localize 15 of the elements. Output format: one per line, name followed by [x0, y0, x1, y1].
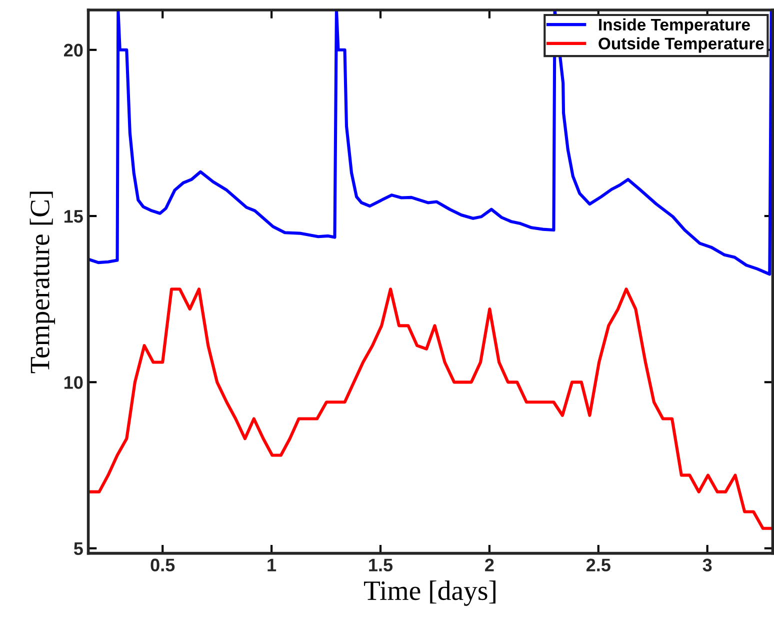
x-tick-label: 1 [268, 558, 276, 572]
y-tick-label: 10 [64, 376, 83, 389]
x-tick-label: 3 [702, 558, 712, 572]
legend-label: Inside Temperature [599, 18, 750, 34]
y-tick-label: 20 [64, 44, 83, 57]
x-tick-label: 2 [485, 558, 494, 572]
y-axis-title: Temperature [C] [30, 192, 56, 374]
x-tick-label: 2.5 [586, 558, 610, 572]
legend-label: Outside Temperature [598, 37, 764, 53]
y-tick-label: 15 [64, 210, 83, 223]
x-tick-label: 1.5 [369, 558, 393, 572]
x-tick-label: 0.5 [150, 558, 175, 572]
line-series [88, 288, 773, 530]
x-axis-title: Time [days] [364, 580, 496, 606]
y-tick-label: 5 [74, 542, 83, 556]
